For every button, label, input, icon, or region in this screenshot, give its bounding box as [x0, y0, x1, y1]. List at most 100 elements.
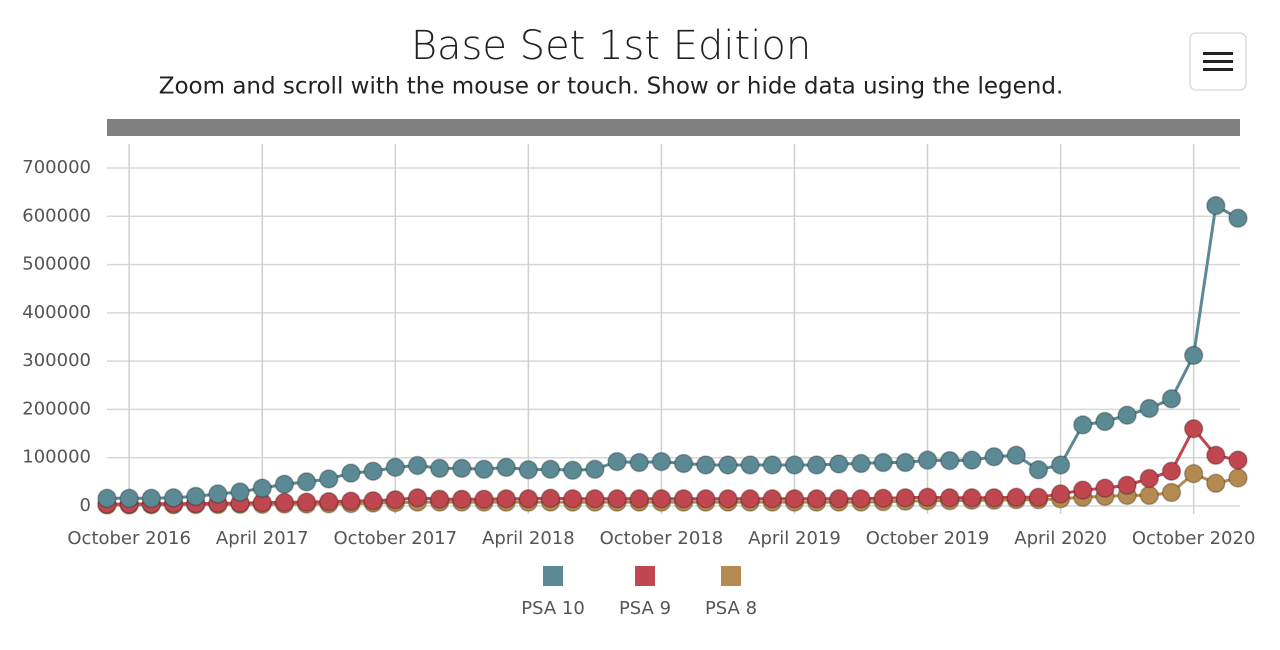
data-point [496, 457, 516, 478]
y-tick-label: 500000 [22, 254, 91, 275]
data-point [607, 489, 627, 509]
x-tick-label: April 2019 [748, 528, 841, 549]
data-point [1161, 482, 1182, 503]
x-tick-label: April 2017 [216, 528, 309, 549]
data-point [407, 488, 428, 508]
data-point [873, 452, 893, 473]
data-point [984, 488, 1004, 508]
data-point [829, 489, 849, 509]
data-point [1139, 485, 1160, 506]
data-point [1028, 460, 1049, 480]
data-point [97, 488, 117, 509]
data-point [1073, 480, 1093, 500]
data-point [385, 489, 406, 510]
data-point [1206, 445, 1226, 466]
data-point [651, 489, 672, 509]
legend-item[interactable]: PSA 8 [705, 566, 757, 619]
data-point [319, 491, 339, 512]
data-point [185, 486, 206, 507]
data-point [873, 488, 893, 509]
data-point [319, 469, 339, 489]
data-point [762, 489, 783, 509]
data-point [962, 488, 982, 508]
data-point [851, 489, 871, 509]
series [97, 195, 1248, 509]
series-line [107, 471, 1239, 507]
data-point [163, 488, 184, 508]
legend-item[interactable]: PSA 10 [521, 566, 585, 619]
data-point [252, 478, 272, 498]
data-point [1050, 484, 1071, 504]
data-point [629, 452, 649, 473]
data-point [806, 455, 827, 475]
x-tick-label: October 2016 [67, 528, 191, 549]
data-point [1050, 455, 1071, 475]
data-point [518, 460, 539, 480]
data-point [1028, 487, 1049, 508]
data-point [452, 458, 472, 479]
data-point [895, 488, 916, 508]
y-tick-label: 0 [80, 495, 91, 516]
x-tick-label: October 2019 [866, 528, 990, 549]
data-point [1006, 445, 1026, 466]
data-point [1161, 389, 1182, 409]
chart-subtitle: Zoom and scroll with the mouse or touch.… [159, 74, 1064, 100]
legend-swatch [635, 566, 655, 586]
data-point [718, 455, 738, 475]
y-tick-label: 100000 [22, 447, 91, 468]
legend-label: PSA 10 [521, 598, 585, 619]
data-point [784, 489, 805, 509]
data-point [917, 450, 938, 470]
navigator-bar[interactable] [107, 119, 1240, 136]
data-point [851, 453, 871, 474]
data-point [296, 472, 317, 492]
data-point [274, 474, 295, 495]
data-point [917, 487, 938, 508]
data-point [474, 459, 494, 480]
x-tick-label: October 2017 [334, 528, 458, 549]
data-point [518, 489, 539, 509]
series-line [107, 203, 1239, 500]
data-point [740, 455, 760, 475]
menu-button[interactable] [1189, 32, 1247, 91]
data-point [829, 454, 849, 474]
legend-swatch [543, 566, 563, 586]
data-point [274, 492, 295, 513]
data-point [407, 455, 428, 476]
data-point [540, 488, 561, 509]
data-point [385, 457, 406, 478]
data-point [984, 446, 1004, 467]
y-tick-label: 200000 [22, 398, 91, 419]
data-point [1117, 405, 1137, 425]
data-point [762, 455, 783, 475]
data-point [585, 489, 605, 509]
data-point [1206, 195, 1226, 216]
legend-label: PSA 9 [619, 598, 671, 619]
series-line [107, 426, 1239, 506]
data-point [230, 482, 250, 502]
data-point [962, 450, 982, 470]
data-point [341, 491, 361, 511]
data-point [1183, 418, 1204, 439]
data-point [585, 459, 605, 480]
data-point [651, 451, 672, 472]
data-point [939, 450, 960, 471]
legend-item[interactable]: PSA 9 [619, 566, 671, 619]
data-point [1206, 473, 1226, 494]
y-tick-label: 700000 [22, 157, 91, 178]
data-point [1073, 415, 1093, 435]
data-point [429, 489, 450, 509]
data-point [1228, 208, 1248, 228]
data-point [1095, 411, 1115, 432]
data-point [562, 489, 583, 509]
y-tick-label: 400000 [22, 302, 91, 323]
legend-label: PSA 8 [705, 598, 757, 619]
data-point [673, 453, 694, 474]
legend-swatch [721, 566, 741, 586]
x-tick-label: April 2020 [1014, 528, 1107, 549]
data-point [740, 489, 760, 509]
data-point [1095, 478, 1115, 498]
data-point [141, 488, 162, 509]
data-point [429, 458, 450, 479]
